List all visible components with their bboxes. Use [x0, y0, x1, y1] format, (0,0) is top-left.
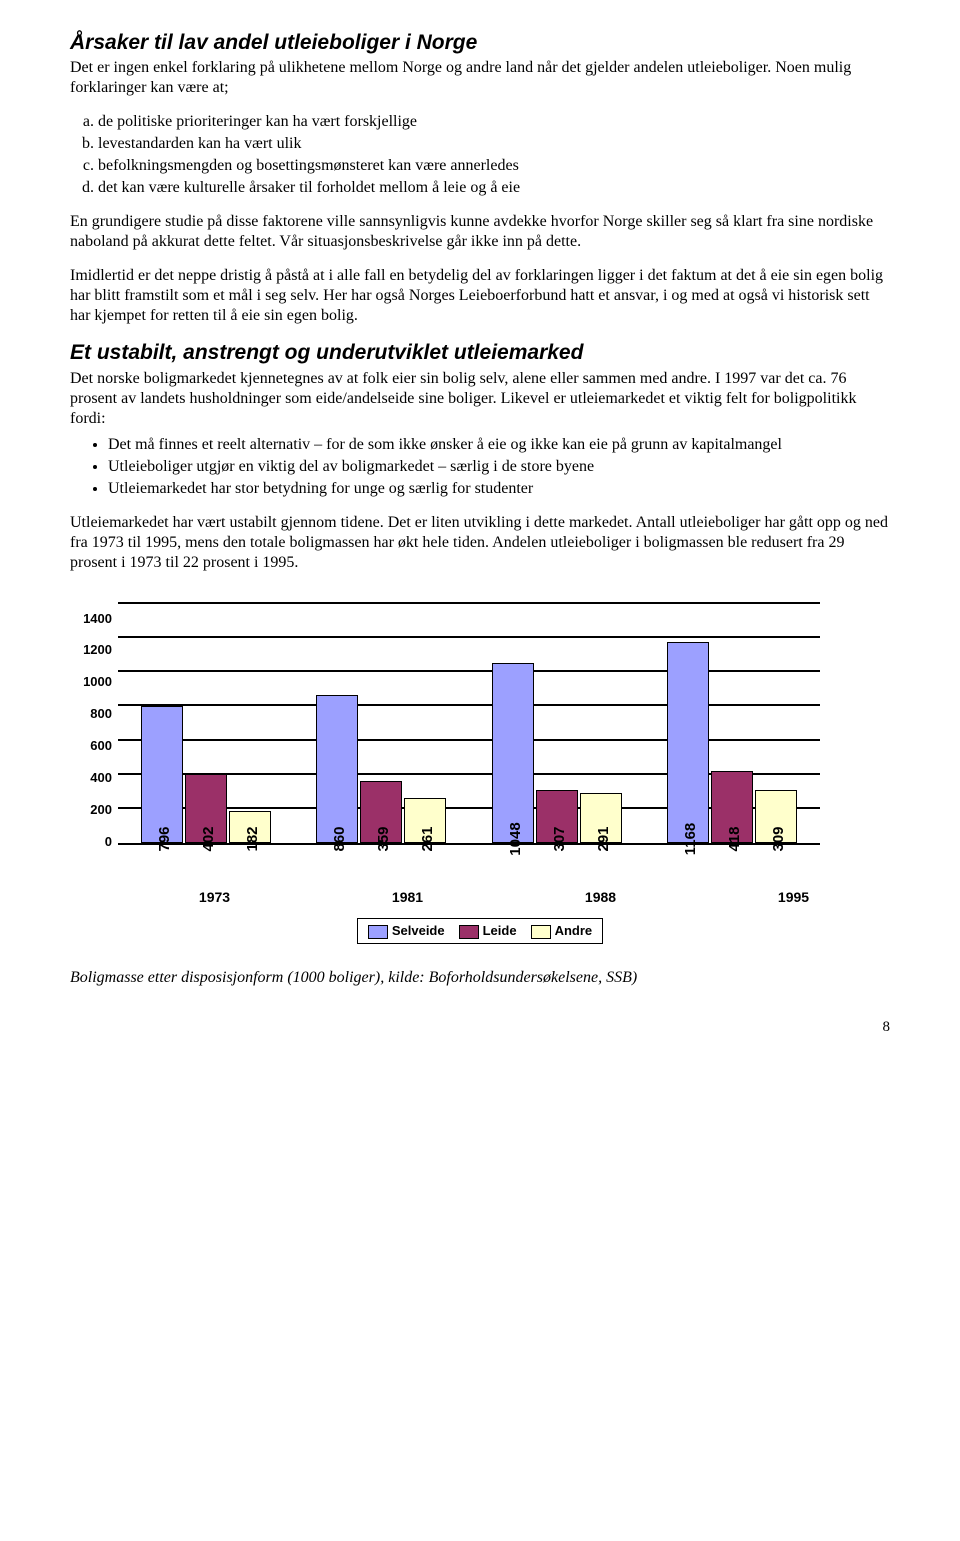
y-tick-label: 800	[70, 706, 112, 722]
section2-bullets: Det må finnes et reelt alternativ – for …	[108, 435, 890, 499]
list-item: de politiske prioriteringer kan ha vært …	[98, 112, 890, 132]
bar: 1048	[492, 663, 534, 843]
y-axis: 0200400600800100012001400	[70, 603, 118, 843]
legend-item: Andre	[531, 923, 593, 939]
bar: 860	[316, 695, 358, 842]
bar-group: 860359261	[294, 603, 470, 843]
bar-group: 1048307291	[469, 603, 645, 843]
section2-p1: Det norske boligmarkedet kjennetegnes av…	[70, 369, 890, 429]
x-tick-label: 1995	[697, 883, 890, 907]
y-tick-label: 400	[70, 770, 112, 786]
x-tick-label: 1981	[311, 883, 504, 907]
y-tick-label: 600	[70, 738, 112, 754]
bar-chart: 0200400600800100012001400 79640218286035…	[70, 603, 820, 883]
legend-label: Selveide	[392, 923, 445, 938]
bar: 182	[229, 811, 271, 842]
y-tick-label: 200	[70, 802, 112, 818]
list-item: Det må finnes et reelt alternativ – for …	[108, 435, 890, 455]
list-item: levestandarden kan ha vært ulik	[98, 134, 890, 154]
y-tick-label: 1000	[70, 675, 112, 691]
plot-area: 79640218286035926110483072911168418309	[118, 603, 820, 845]
bar: 309	[755, 790, 797, 843]
legend-item: Selveide	[368, 923, 445, 939]
bar: 307	[536, 790, 578, 843]
section2-title: Et ustabilt, anstrengt og underutviklet …	[70, 340, 890, 366]
bar: 261	[404, 798, 446, 843]
legend-swatch	[459, 925, 479, 939]
x-axis-labels: 1973198119881995	[118, 883, 890, 907]
list-item: det kan være kulturelle årsaker til forh…	[98, 178, 890, 198]
list-item: befolkningsmengden og bosettingsmønstere…	[98, 156, 890, 176]
chart-legend: Selveide Leide Andre	[357, 918, 603, 944]
list-item: Utleiemarkedet har stor betydning for un…	[108, 479, 890, 499]
bar: 291	[580, 793, 622, 843]
section1-list: de politiske prioriteringer kan ha vært …	[98, 112, 890, 198]
legend-label: Leide	[483, 923, 517, 938]
bar: 402	[185, 774, 227, 843]
y-tick-label: 1400	[70, 611, 112, 627]
legend-swatch	[531, 925, 551, 939]
section1-p2: Imidlertid er det neppe dristig å påstå …	[70, 266, 890, 326]
bar: 1168	[667, 642, 709, 842]
legend-item: Leide	[459, 923, 517, 939]
legend-label: Andre	[555, 923, 593, 938]
y-tick-label: 1200	[70, 643, 112, 659]
list-item: Utleieboliger utgjør en viktig del av bo…	[108, 457, 890, 477]
chart-caption: Boligmasse etter disposisjonform (1000 b…	[70, 968, 890, 988]
bar: 418	[711, 771, 753, 843]
section1-title: Årsaker til lav andel utleieboliger i No…	[70, 30, 890, 56]
y-tick-label: 0	[70, 834, 112, 850]
legend-swatch	[368, 925, 388, 939]
x-tick-label: 1988	[504, 883, 697, 907]
bar-group: 796402182	[118, 603, 294, 843]
section1-intro: Det er ingen enkel forklaring på ulikhet…	[70, 58, 890, 98]
chart-container: 0200400600800100012001400 79640218286035…	[70, 603, 890, 945]
page-number: 8	[70, 1018, 890, 1037]
bar: 359	[360, 781, 402, 843]
section2-p2: Utleiemarkedet har vært ustabilt gjennom…	[70, 513, 890, 573]
x-tick-label: 1973	[118, 883, 311, 907]
section1-p1: En grundigere studie på disse faktorene …	[70, 212, 890, 252]
bar-group: 1168418309	[645, 603, 821, 843]
bar: 796	[141, 706, 183, 842]
